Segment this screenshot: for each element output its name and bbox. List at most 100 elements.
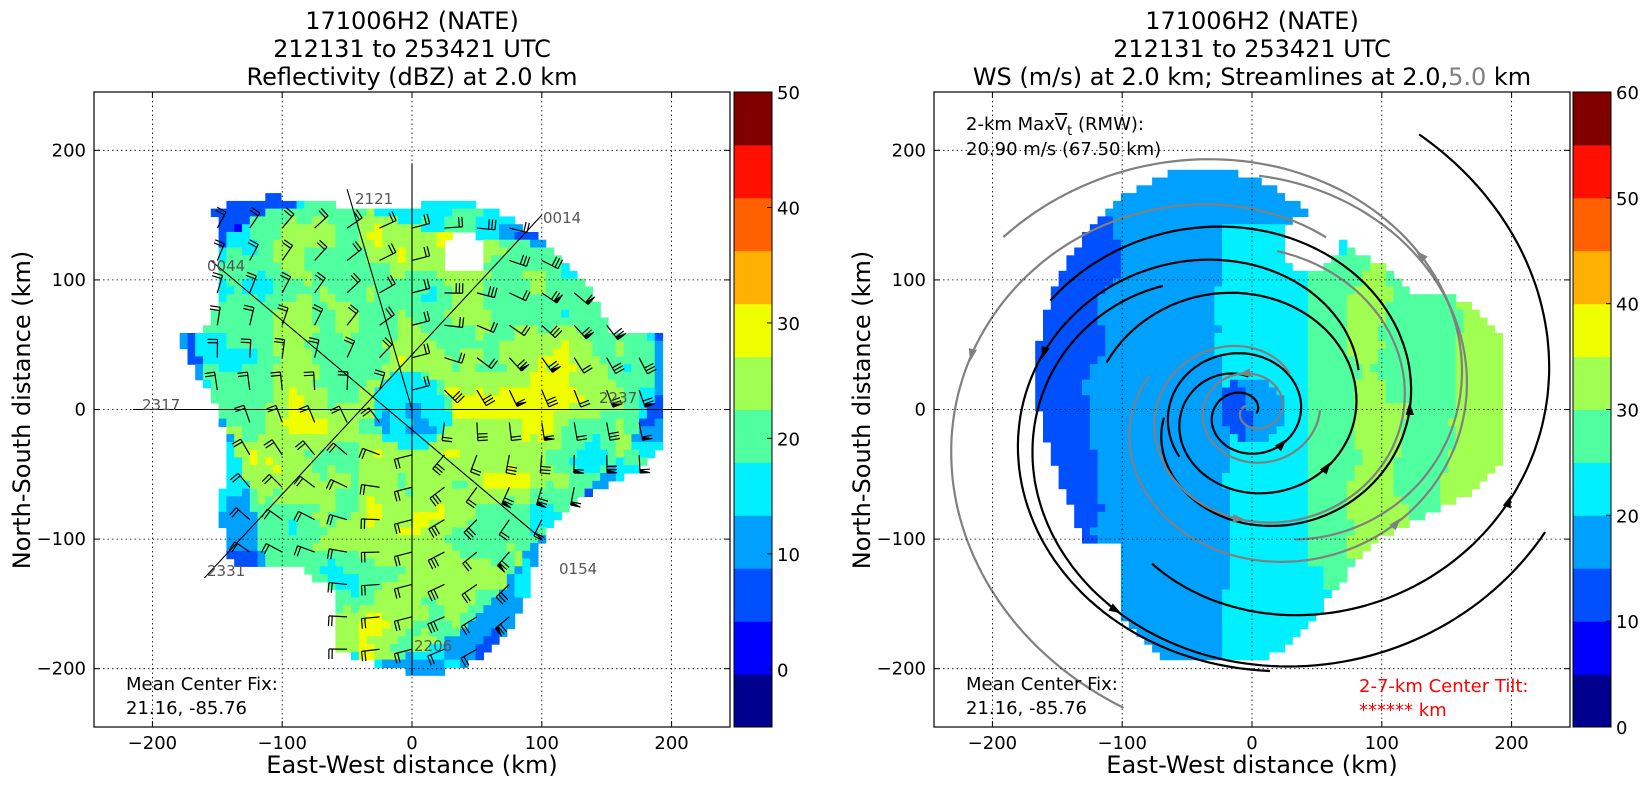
wind-barb-feather — [583, 329, 593, 337]
field-cell — [374, 457, 383, 466]
field-cell — [327, 224, 336, 233]
field-cell — [257, 410, 266, 420]
field-cell — [631, 387, 640, 396]
field-cell — [1206, 348, 1215, 357]
field-cell — [1214, 418, 1223, 427]
field-cell — [273, 473, 282, 482]
field-cell — [265, 387, 274, 396]
field-cell — [1229, 379, 1239, 389]
field-cell — [405, 550, 414, 560]
field-cell — [460, 473, 469, 482]
field-cell — [421, 340, 430, 350]
wind-barb-feather — [526, 222, 530, 233]
field-cell — [421, 263, 430, 272]
field-cell — [428, 224, 438, 233]
wind-barb-pennant — [536, 501, 548, 508]
field-cell — [1105, 317, 1114, 326]
field-cell — [335, 263, 344, 272]
field-cell — [1284, 348, 1293, 357]
field-cell — [1097, 434, 1106, 443]
field-cell — [1268, 364, 1278, 373]
field-cell — [530, 410, 539, 420]
field-cell — [389, 301, 399, 311]
field-cell — [195, 364, 204, 373]
field-cell — [1440, 410, 1449, 420]
wind-barb-feather — [231, 438, 241, 445]
field-cell — [1167, 216, 1176, 225]
field-cell — [436, 589, 446, 598]
field-cell — [1494, 379, 1504, 389]
field-cell — [1198, 426, 1208, 435]
field-cell — [1082, 418, 1091, 427]
field-cell — [1284, 356, 1293, 365]
field-cell — [444, 309, 453, 319]
field-cell — [1401, 410, 1410, 420]
field-cell — [413, 387, 422, 396]
field-cell — [389, 644, 399, 653]
field-cell — [210, 364, 220, 373]
field-cell — [514, 605, 523, 614]
field-cell — [1136, 263, 1145, 272]
field-cell — [265, 527, 274, 536]
field-cell — [1432, 387, 1441, 396]
field-cell — [1292, 333, 1301, 342]
field-cell — [389, 317, 399, 326]
field-cell — [1074, 410, 1083, 420]
field-cell — [1105, 216, 1114, 225]
field-cell — [249, 550, 259, 560]
field-cell — [405, 387, 414, 396]
wind-barb-shaft — [411, 255, 430, 262]
field-cell — [1300, 371, 1309, 381]
wind-barb-feather — [270, 374, 281, 377]
field-cell — [467, 605, 477, 614]
field-cell — [265, 325, 274, 334]
field-cell — [1471, 441, 1480, 451]
field-cell — [514, 255, 523, 264]
field-cell — [226, 379, 235, 389]
colorbar-tick-label: 20 — [777, 429, 800, 450]
field-cell — [421, 410, 430, 420]
field-cell — [514, 426, 523, 435]
field-cell — [1191, 208, 1200, 217]
field-cell — [1300, 387, 1309, 396]
field-cell — [1440, 301, 1449, 311]
field-cell — [242, 496, 251, 505]
field-cell — [1035, 395, 1044, 404]
field-cell — [304, 480, 313, 490]
field-cell — [1144, 364, 1153, 373]
field-cell — [1268, 449, 1278, 459]
field-cell — [1206, 371, 1215, 381]
field-cell — [358, 543, 368, 552]
field-cell — [436, 286, 446, 295]
field-cell — [499, 348, 508, 357]
wind-barb-feather — [297, 442, 306, 451]
field-cell — [483, 255, 492, 264]
field-cell — [358, 356, 368, 365]
field-cell — [522, 504, 531, 513]
field-cell — [1292, 426, 1301, 435]
field-cell — [249, 364, 259, 373]
wind-barb-shaft — [444, 324, 463, 328]
field-cell — [1370, 309, 1379, 319]
field-cell — [179, 340, 189, 350]
field-cell — [646, 426, 656, 435]
field-cell — [249, 473, 259, 482]
field-cell — [1066, 449, 1075, 459]
wind-barb-shaft — [379, 251, 397, 262]
field-cell — [1206, 473, 1215, 482]
field-cell — [436, 519, 446, 529]
field-cell — [265, 449, 274, 459]
field-cell — [1128, 379, 1138, 389]
field-cell — [1300, 441, 1309, 451]
field-cell — [1385, 465, 1395, 474]
field-cell — [592, 410, 601, 420]
field-cell — [1113, 441, 1122, 451]
field-cell — [273, 224, 282, 233]
field-cell — [343, 208, 352, 217]
field-cell — [358, 574, 368, 583]
field-cell — [1323, 379, 1332, 389]
field-cell — [491, 488, 500, 497]
field-cell — [389, 348, 399, 357]
field-cell — [374, 519, 383, 529]
field-cell — [608, 426, 617, 435]
